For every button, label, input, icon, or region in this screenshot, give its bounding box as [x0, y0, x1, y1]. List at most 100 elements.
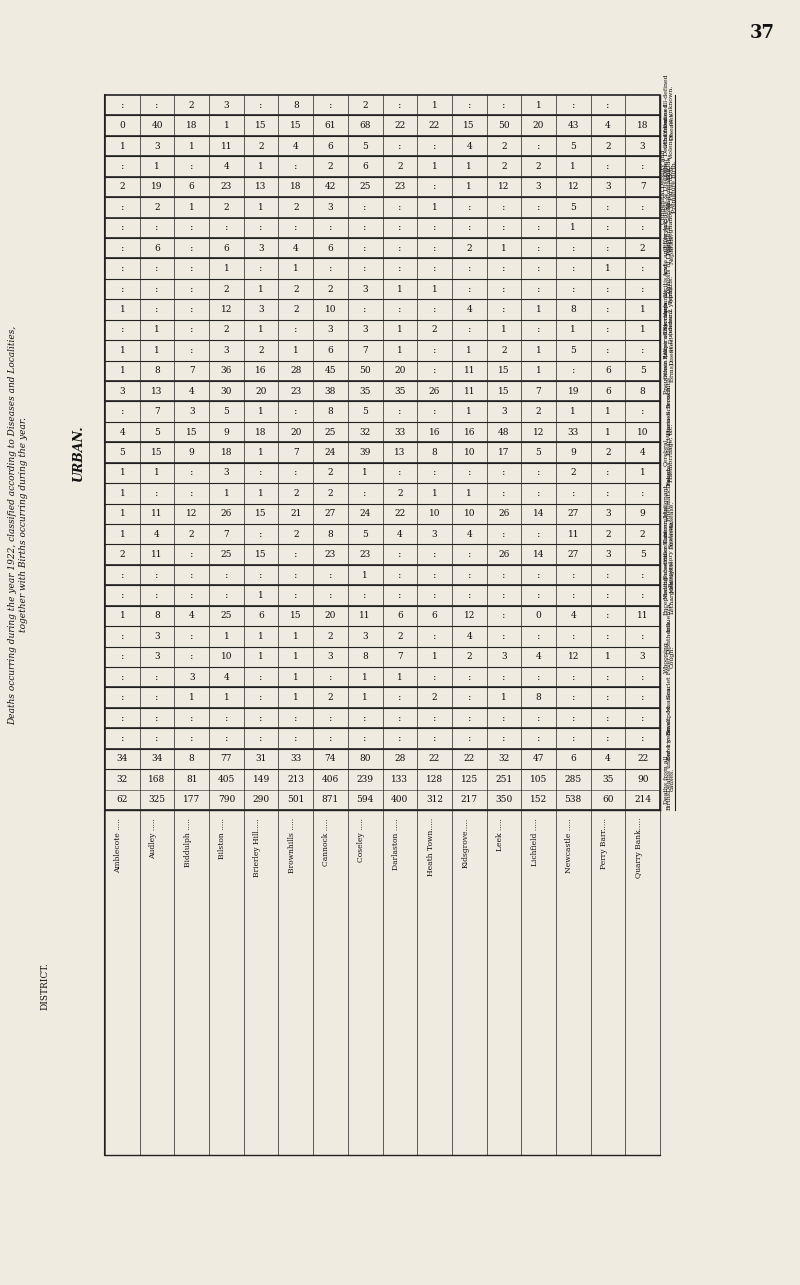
Text: 24: 24 [359, 509, 371, 518]
Text: 1: 1 [119, 469, 126, 478]
Text: 1: 1 [258, 632, 264, 641]
Text: :: : [121, 673, 124, 682]
Text: 18: 18 [290, 182, 302, 191]
Text: 4: 4 [293, 244, 298, 253]
Text: 790: 790 [218, 795, 235, 804]
Text: Cannock .....: Cannock ..... [322, 819, 330, 866]
Text: 20: 20 [394, 366, 406, 375]
Text: 11: 11 [463, 387, 475, 396]
Text: 47: 47 [533, 754, 544, 763]
Text: :: : [155, 265, 158, 274]
Text: 12: 12 [463, 612, 475, 621]
Text: 1: 1 [640, 325, 646, 334]
Text: :: : [155, 713, 158, 722]
Text: :: : [225, 571, 228, 580]
Text: :: : [537, 141, 540, 150]
Text: 3: 3 [154, 653, 160, 662]
Text: 22: 22 [429, 754, 440, 763]
Text: 8: 8 [154, 366, 160, 375]
Text: 11: 11 [637, 612, 649, 621]
Text: Leek .....: Leek ..... [496, 819, 504, 851]
Text: 4: 4 [605, 754, 611, 763]
Text: :: : [225, 734, 228, 743]
Text: 5: 5 [119, 448, 126, 457]
Text: 2: 2 [293, 203, 298, 212]
Text: 1: 1 [570, 162, 576, 171]
Text: :: : [467, 224, 471, 233]
Text: 20: 20 [533, 121, 544, 130]
Text: :: : [398, 305, 402, 314]
Text: :: : [641, 346, 645, 355]
Text: :: : [190, 653, 194, 662]
Text: 239: 239 [357, 775, 374, 784]
Text: 290: 290 [253, 795, 270, 804]
Text: 40: 40 [151, 121, 162, 130]
Text: :: : [641, 591, 645, 600]
Text: 538: 538 [565, 795, 582, 804]
Text: Brierley Hill.....: Brierley Hill..... [253, 819, 261, 876]
Text: 81: 81 [186, 775, 198, 784]
Text: 2: 2 [536, 162, 542, 171]
Text: :: : [121, 407, 124, 416]
Text: :: : [155, 673, 158, 682]
Text: Encephalitis
Lethargica.: Encephalitis Lethargica. [664, 576, 674, 616]
Text: Other Accidents & Diseases
of Pregnancy & Parturition.: Other Accidents & Diseases of Pregnancy … [664, 163, 674, 252]
Text: 2: 2 [466, 653, 472, 662]
Text: 15: 15 [151, 448, 163, 457]
Text: :: : [606, 571, 610, 580]
Text: 11: 11 [151, 509, 162, 518]
Text: :: : [398, 100, 402, 109]
Text: Other Deaths from
Violence.: Other Deaths from Violence. [664, 117, 674, 176]
Text: 3: 3 [119, 387, 125, 396]
Text: Bronchitis.: Bronchitis. [666, 374, 672, 409]
Text: 18: 18 [221, 448, 232, 457]
Text: :: : [398, 591, 402, 600]
Text: 8: 8 [154, 612, 160, 621]
Text: 50: 50 [359, 366, 371, 375]
Text: :: : [606, 488, 610, 497]
Text: 14: 14 [533, 550, 544, 559]
Text: 2: 2 [293, 305, 298, 314]
Text: 7: 7 [223, 529, 230, 538]
Text: Lichfield .....: Lichfield ..... [530, 819, 538, 866]
Text: 50: 50 [498, 121, 510, 130]
Text: :: : [329, 734, 332, 743]
Text: 1: 1 [397, 673, 402, 682]
Text: 32: 32 [117, 775, 128, 784]
Text: :: : [571, 284, 575, 293]
Text: :: : [363, 224, 367, 233]
Text: :: : [294, 571, 298, 580]
Text: 37: 37 [750, 24, 774, 42]
Text: Enteric Fever.: Enteric Fever. [666, 717, 672, 761]
Text: 1: 1 [501, 244, 506, 253]
Text: :: : [606, 203, 610, 212]
Text: 48: 48 [498, 428, 510, 437]
Text: 11: 11 [567, 529, 579, 538]
Text: Darlaston .....: Darlaston ..... [392, 819, 400, 870]
Text: Measles.: Measles. [666, 684, 672, 712]
Text: 1: 1 [640, 469, 646, 478]
Text: 2: 2 [223, 284, 230, 293]
Text: :: : [606, 591, 610, 600]
Text: :: : [606, 162, 610, 171]
Text: 8: 8 [293, 100, 298, 109]
Text: :: : [502, 591, 506, 600]
Text: 43: 43 [567, 121, 579, 130]
Text: :: : [225, 224, 228, 233]
Text: 2: 2 [119, 550, 125, 559]
Text: Cerebral
Haemorrhage, &c.: Cerebral Haemorrhage, &c. [664, 423, 674, 482]
Text: 1: 1 [432, 162, 438, 171]
Text: 1: 1 [119, 305, 126, 314]
Text: 7: 7 [189, 366, 194, 375]
Text: 1: 1 [258, 488, 264, 497]
Text: 11: 11 [359, 612, 371, 621]
Text: 1: 1 [536, 305, 542, 314]
Text: 6: 6 [362, 162, 368, 171]
Text: 1: 1 [189, 203, 194, 212]
Text: 1: 1 [432, 284, 438, 293]
Text: 35: 35 [602, 775, 614, 784]
Text: :: : [190, 162, 194, 171]
Text: 3: 3 [362, 325, 368, 334]
Text: 2: 2 [189, 529, 194, 538]
Text: 2: 2 [293, 529, 298, 538]
